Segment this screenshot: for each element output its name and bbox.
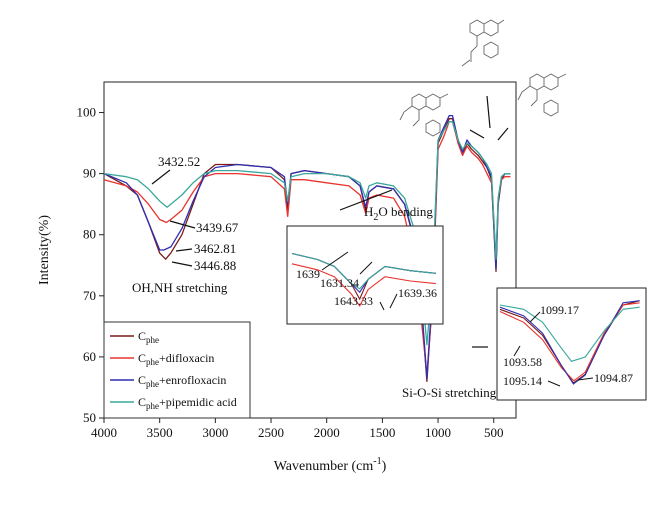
y-tick-label: 90 xyxy=(83,166,96,181)
series-line-3 xyxy=(103,121,511,346)
y-tick-label: 100 xyxy=(77,105,97,120)
y-tick-label: 50 xyxy=(83,410,96,425)
annotation-h2o-bending: H2O bending xyxy=(364,204,433,223)
legend-label-0: Cphe xyxy=(138,329,159,345)
inset2-line-3 xyxy=(499,304,640,362)
annotation-arrow-h2o xyxy=(339,189,393,211)
legend-label-1: Cphe+difloxacin xyxy=(138,351,214,367)
y-tick-label: 80 xyxy=(83,227,96,242)
x-tick-label: 4000 xyxy=(91,425,117,440)
x-tick-label: 3000 xyxy=(202,425,228,440)
inset1-label-1631: 1631.34 xyxy=(320,276,359,290)
molecule-structure-2 xyxy=(399,93,449,137)
molecule-structure-3 xyxy=(517,73,567,117)
y-tick-label: 70 xyxy=(83,288,96,303)
molecule-arrow-1 xyxy=(486,95,491,129)
y-axis-title: Intensity(%) xyxy=(37,215,52,285)
annotation-peak-3439: 3439.67 xyxy=(196,220,239,235)
x-tick-label: 500 xyxy=(484,425,504,440)
molecule-structure-1 xyxy=(461,19,505,67)
plot-frame xyxy=(103,81,517,419)
inset2-label-1094: 1094.87 xyxy=(594,371,633,385)
x-tick-label: 1500 xyxy=(369,425,395,440)
annotation-peak-3446: 3446.88 xyxy=(194,258,236,273)
annotation-oh-nh: OH,NH stretching xyxy=(132,280,228,295)
legend-label-3: Cphe+pipemidic acid xyxy=(138,395,237,411)
inset1-line-3 xyxy=(291,252,436,290)
annotation-arrow-3462 xyxy=(175,248,193,252)
inset2-label-1099: 1099.17 xyxy=(540,303,579,317)
annotation-si-o-si: Si-O-Si stretching xyxy=(402,385,497,400)
inset2-arrow-1094 xyxy=(577,377,594,381)
molecule-arrow-3 xyxy=(497,127,509,141)
spectra-lines xyxy=(103,114,511,382)
x-tick-label: 2500 xyxy=(258,425,284,440)
y-axis: 50 60 70 80 90 100 xyxy=(77,105,104,425)
inset-2: 1099.17 1093.58 1095.14 1094.87 xyxy=(496,287,647,401)
annotation-arrow-3446 xyxy=(171,261,193,267)
annotation-peak-3432: 3432.52 xyxy=(158,154,200,169)
annotation-peak-3462: 3462.81 xyxy=(194,241,236,256)
x-axis-title: Wavenumber (cm-1) xyxy=(274,456,387,474)
molecule-arrow-2 xyxy=(469,129,485,139)
inset2-label-1093: 1093.58 xyxy=(503,355,542,369)
legend: Cphe Cphe+difloxacin Cphe+enrofloxacin Cphe… xyxy=(103,321,251,419)
annotation-arrow-3432 xyxy=(151,169,171,185)
x-axis: 4000 3500 3000 2500 2000 1500 1000 500 xyxy=(91,418,503,440)
inset1-arrow-1639-36 xyxy=(389,293,398,309)
inset1-label-1639: 1639 xyxy=(296,267,320,281)
inset-1: 1639 1631.34 1643.33 1639.36 xyxy=(286,225,444,325)
inset1-arrow-1631 xyxy=(359,261,373,275)
inset1-label-1643: 1643.33 xyxy=(334,294,373,308)
inset2-arrow-1099 xyxy=(529,311,541,323)
inset2-arrow-1095 xyxy=(547,380,561,387)
inset2-arrow-1093 xyxy=(513,345,521,357)
series-line-1 xyxy=(103,121,511,376)
x-tick-label: 3500 xyxy=(147,425,173,440)
inset1-arrow-1639 xyxy=(321,251,349,271)
y-tick-label: 60 xyxy=(83,349,96,364)
inset2-label-1095: 1095.14 xyxy=(503,374,542,388)
inset1-line-1 xyxy=(291,263,436,308)
inset1-label-1639-36: 1639.36 xyxy=(398,286,437,300)
x-tick-label: 2000 xyxy=(314,425,340,440)
x-tick-label: 1000 xyxy=(425,425,451,440)
legend-label-2: Cphe+enrofloxacin xyxy=(138,373,226,389)
annotation-arrow-3439 xyxy=(169,220,196,229)
inset1-arrow-1643 xyxy=(379,301,385,311)
